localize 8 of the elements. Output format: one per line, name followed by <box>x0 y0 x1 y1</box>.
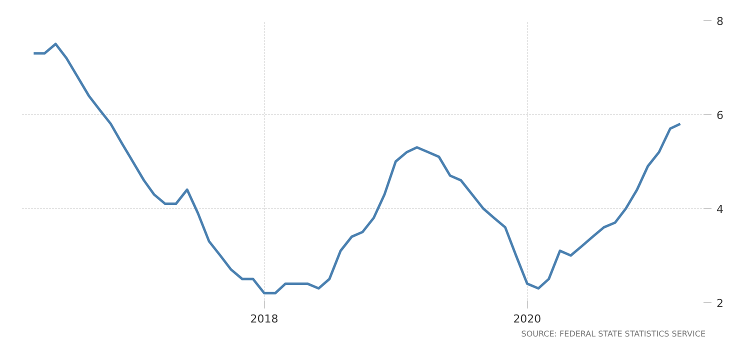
y-tick-label: 4 <box>716 203 724 216</box>
x-tick-label: 2018 <box>250 312 278 326</box>
y-tick-label: 6 <box>716 109 724 122</box>
y-tick-label: 8 <box>716 15 724 28</box>
x-tick-label: 2020 <box>513 312 542 326</box>
line-series <box>32 42 682 294</box>
y-tick-label: 2 <box>716 297 724 310</box>
source-note: SOURCE: FEDERAL STATE STATISTICS SERVICE <box>521 330 706 338</box>
